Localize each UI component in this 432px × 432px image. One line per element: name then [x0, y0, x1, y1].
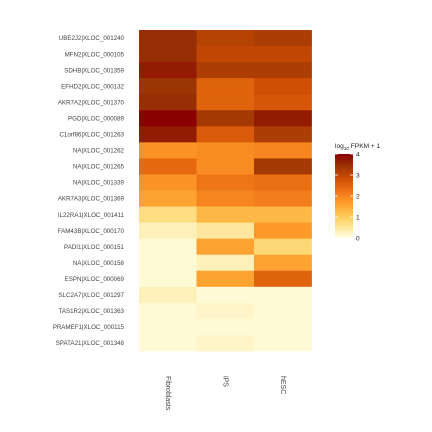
heatmap-cell: [254, 254, 312, 272]
heatmap-cell: [254, 238, 312, 256]
heatmap-cell: [139, 286, 197, 304]
heatmap-cell: [254, 270, 312, 288]
heatmap-cell: [254, 78, 312, 95]
heatmap-cell: [254, 142, 312, 159]
row-labels: UBE2J2|XLOC_001240 MFN2|XLOC_000105 SDHB|X…: [53, 35, 125, 347]
heatmap-cell: [196, 126, 255, 143]
heatmap-cell: [196, 78, 255, 95]
heatmap-cell: [254, 302, 312, 320]
heatmap-cell: [139, 270, 197, 288]
heatmap-cell: [254, 94, 312, 111]
row-label: PRAMEF1|XLOC_000115: [53, 324, 125, 331]
row-label: MFN2|XLOC_000105: [65, 51, 125, 58]
heatmap-cells: [139, 30, 312, 352]
heatmap-cell: [196, 190, 255, 207]
row-label: FAM43B|XLOC_000170: [58, 228, 125, 235]
row-label: ESPN|XLOC_000069: [65, 276, 125, 283]
heatmap-cell: [254, 46, 312, 63]
legend-tick-label: 0: [356, 235, 360, 242]
heatmap-cell: [196, 206, 255, 223]
heatmap-cell: [196, 334, 255, 352]
heatmap-cell: [254, 174, 312, 191]
heatmap-cell: [196, 110, 255, 127]
heatmap-cell: [139, 222, 197, 240]
heatmap-cell: [254, 318, 312, 336]
heatmap-cell: [254, 62, 312, 79]
heatmap-cell: [196, 238, 255, 256]
legend-title: log10 FPKM + 1: [335, 143, 381, 151]
heatmap-cell: [139, 126, 197, 143]
heatmap-cell: [254, 30, 312, 47]
legend-tick-label: 3: [356, 172, 360, 179]
row-label: EFHD2|XLOC_000132: [61, 83, 124, 90]
legend-tick-label: 2: [356, 193, 360, 200]
heatmap-cell: [196, 158, 255, 175]
heatmap-cell: [139, 302, 197, 320]
heatmap-cell: [196, 286, 255, 304]
heatmap-cell: [139, 318, 197, 336]
heatmap-cell: [254, 126, 312, 143]
heatmap-cell: [139, 190, 197, 207]
row-label: SPATA21|XLOC_001348: [56, 340, 125, 347]
column-label: hESC: [279, 376, 286, 394]
column-label: Fibroblasts: [164, 376, 171, 411]
row-label: NA|XLOC_001265: [73, 164, 125, 171]
heatmap-cell: [139, 46, 197, 63]
heatmap-cell: [254, 110, 312, 127]
legend-ticks: 0 1 2 3 4: [335, 151, 360, 242]
row-label: PADI1|XLOC_000151: [64, 244, 125, 251]
heatmap-cell: [139, 142, 197, 159]
heatmap-cell: [254, 190, 312, 207]
heatmap-cell: [196, 174, 255, 191]
row-label: NA|XLOC_001262: [73, 148, 125, 155]
heatmap-cell: [254, 286, 312, 304]
heatmap-cell: [139, 238, 197, 256]
row-label: AKR7A3|XLOC_001369: [58, 196, 125, 203]
heatmap-cell: [196, 94, 255, 111]
row-label: PGD|XLOC_000089: [68, 115, 125, 122]
heatmap-cell: [254, 158, 312, 175]
column-label: iPS: [221, 376, 228, 387]
heatmap-cell: [254, 206, 312, 223]
row-label: NA|XLOC_001339: [73, 180, 125, 187]
legend-colorbar: [335, 154, 353, 238]
row-label: C1orf86|XLOC_001263: [59, 132, 124, 139]
heatmap-cell: [254, 222, 312, 240]
heatmap-cell: [196, 30, 255, 47]
row-label: TAS1R2|XLOC_001363: [59, 308, 125, 315]
row-label: AKR7A2|XLOC_001370: [58, 99, 125, 106]
heatmap-cell: [139, 174, 197, 191]
heatmap-cell: [139, 254, 197, 272]
color-legend: log10 FPKM + 1 0 1 2 3 4: [335, 143, 381, 242]
heatmap-cell: [139, 30, 197, 47]
heatmap-cell: [196, 142, 255, 159]
heatmap-cell: [139, 334, 197, 352]
row-label: SLC2A7|XLOC_001297: [58, 292, 124, 299]
column-labels: Fibroblasts iPS hESC: [164, 376, 286, 411]
heatmap-cell: [196, 46, 255, 63]
heatmap-cell: [196, 318, 255, 336]
heatmap-cell: [139, 62, 197, 79]
heatmap-cell: [139, 158, 197, 175]
row-label: IL22RA1|XLOC_001411: [58, 212, 125, 219]
heatmap-cell: [196, 62, 255, 79]
row-label: NA|XLOC_000158: [73, 260, 125, 267]
heatmap-cell: [254, 334, 312, 352]
row-label: UBE2J2|XLOC_001240: [59, 35, 125, 42]
heatmap-cell: [139, 206, 197, 223]
row-label: SDHB|XLOC_001359: [64, 67, 124, 74]
heatmap-cell: [139, 110, 197, 127]
heatmap-cell: [196, 270, 255, 288]
heatmap-cell: [196, 302, 255, 320]
heatmap-cell: [196, 254, 255, 272]
heatmap-cell: [196, 222, 255, 240]
heatmap-cell: [139, 94, 197, 111]
heatmap-cell: [139, 78, 197, 95]
legend-tick-label: 1: [356, 214, 360, 221]
legend-tick-label: 4: [356, 151, 360, 158]
